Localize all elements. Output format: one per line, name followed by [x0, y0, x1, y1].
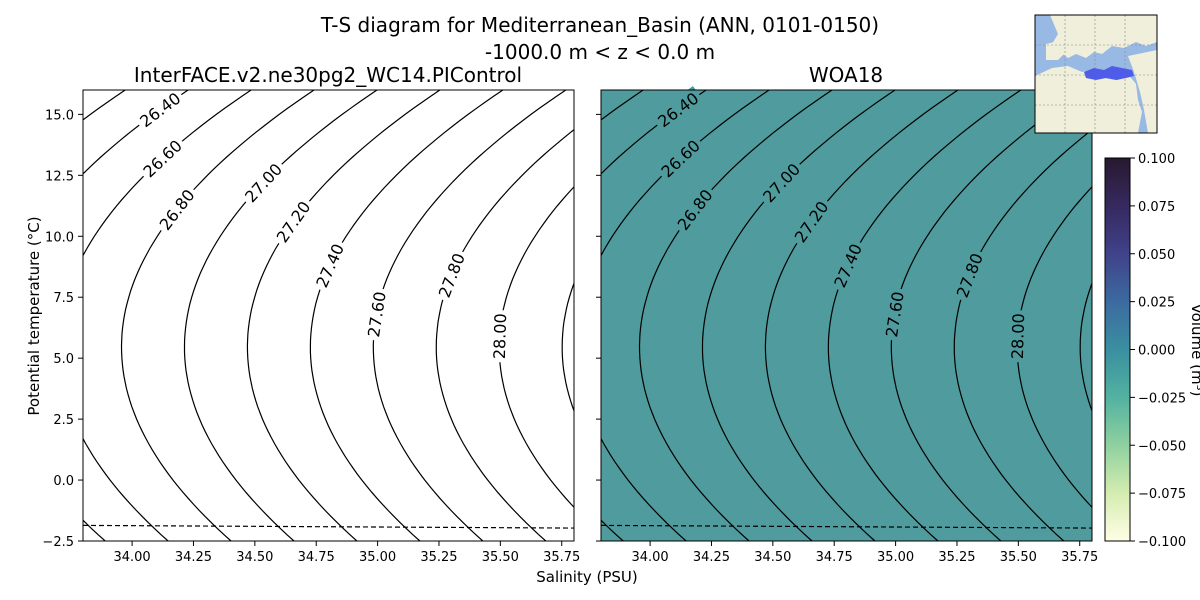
contour-label-bg: [152, 182, 201, 237]
left-axis-ticks: 34.00 34.25 34.50 34.75 35.00 35.25 35.50 35.75…: [42, 108, 580, 565]
figure-subtitle: -1000.0 m < z < 0.0 m: [485, 40, 715, 64]
right-panel: 26.4026.6026.8027.0027.2027.4027.6027.80…: [596, 85, 1098, 565]
y-tick-label: 15.0: [45, 108, 74, 123]
density-contour-26.80: [638, 90, 834, 541]
map-land: [1035, 15, 1157, 133]
contour-label-bg: [270, 194, 317, 249]
contour-label-bg: [310, 237, 350, 294]
map-land-europe: [1050, 15, 1157, 58]
map-mediterranean-region: [1084, 66, 1134, 80]
right-axis-ticks: 34.00 34.25 34.50 34.75 35.00 35.25 35.50 35.75: [596, 113, 1098, 565]
contour-label-text: 28.00: [1008, 313, 1028, 359]
density-contour-27.00: [701, 90, 897, 541]
density-contour-26.80: [120, 90, 316, 541]
x-tick-label: 34.75: [816, 550, 853, 565]
map-frame: [1034, 14, 1158, 134]
contour-label-bg: [880, 287, 909, 342]
contour-label-bg: [432, 247, 470, 304]
x-tick-label: 34.25: [175, 550, 212, 565]
contour-label-bg: [950, 247, 988, 304]
x-tick-label: 34.75: [298, 550, 335, 565]
density-contour-27.20: [764, 90, 959, 541]
density-contour-28.20: [1079, 281, 1092, 413]
y-tick-label: 7.5: [53, 291, 74, 306]
density-contour-27.20: [246, 90, 441, 541]
colorbar-ticks: 0.100 0.075 0.050 0.025 0.000 −0.025 −0.050 −0.…: [1130, 152, 1186, 550]
right-density-contours: [601, 90, 1092, 541]
contour-label-bg: [756, 156, 807, 209]
colorbar-tick-label: 0.000: [1138, 344, 1175, 359]
figure-title: T-S diagram for Mediterranean_Basin (ANN…: [320, 13, 879, 37]
colorbar-label: Volume (m³): [1188, 304, 1200, 397]
contour-label-bg: [651, 85, 705, 134]
x-tick-label: 35.50: [482, 550, 519, 565]
colorbar: 0.100 0.075 0.050 0.025 0.000 −0.025 −0.050 −0.…: [1104, 152, 1200, 550]
colorbar-tick-label: 0.075: [1138, 200, 1175, 215]
contour-label-28.00: 28.00: [1006, 309, 1029, 363]
x-tick-label: 35.25: [938, 550, 975, 565]
left-panel-frame: [82, 89, 575, 542]
contour-label-bg: [136, 133, 189, 184]
y-tick-label: −2.5: [42, 535, 74, 550]
y-axis-label: Potential temperature (°C): [25, 216, 43, 415]
contour-label-bg: [654, 133, 707, 184]
colorbar-tick-label: −0.025: [1138, 391, 1186, 406]
right-panel-frame: [600, 89, 1093, 542]
x-tick-label: 34.00: [113, 550, 150, 565]
density-contour-27.80: [953, 128, 1092, 541]
y-tick-label: 0.0: [53, 474, 74, 489]
colorbar-tick-label: −0.050: [1138, 439, 1186, 454]
left-panel: 26.4026.6026.8027.0027.2027.4027.6027.80…: [42, 85, 580, 565]
contour-label-bg: [1006, 309, 1029, 363]
y-tick-label: 2.5: [53, 413, 74, 428]
colorbar-tick-label: 0.025: [1138, 296, 1175, 311]
inset-region-map: [1034, 14, 1158, 134]
x-tick-label: 34.50: [236, 550, 273, 565]
x-axis-label: Salinity (PSU): [536, 568, 638, 586]
colorbar-tick-label: 0.100: [1138, 152, 1175, 167]
right-panel-title: WOA18: [809, 63, 883, 87]
x-tick-label: 34.50: [754, 550, 791, 565]
y-tick-label: 5.0: [53, 352, 74, 367]
map-land-africa: [1035, 66, 1142, 133]
y-tick-label: 10.0: [45, 230, 74, 245]
contour-label-text: 28.00: [490, 313, 510, 359]
density-contour-26.40: [83, 90, 190, 541]
contour-label-bg: [670, 182, 719, 237]
x-tick-label: 34.00: [631, 550, 668, 565]
x-tick-label: 35.75: [1061, 550, 1098, 565]
colorbar-tick-label: 0.050: [1138, 248, 1175, 263]
x-tick-label: 35.00: [359, 550, 396, 565]
density-contour-27.40: [309, 90, 504, 541]
density-contour-26.40: [601, 90, 708, 541]
x-tick-label: 35.50: [1000, 550, 1037, 565]
contour-label-28.00: 28.00: [488, 309, 511, 363]
contour-label-bg: [488, 309, 511, 363]
contour-label-bg: [828, 237, 868, 294]
colorbar-gradient: [1104, 157, 1131, 542]
contour-label-bg: [238, 156, 289, 209]
colorbar-tick-label: −0.075: [1138, 487, 1186, 502]
left-panel-title: InterFACE.v2.ne30pg2_WC14.PIControl: [134, 63, 522, 87]
x-tick-label: 35.00: [877, 550, 914, 565]
map-land-middle-east: [1128, 50, 1157, 133]
colorbar-tick-label: −0.100: [1138, 535, 1186, 550]
freezing-point-line: [83, 524, 574, 529]
density-contour-27.40: [827, 90, 1022, 541]
contour-label-bg: [133, 85, 187, 134]
x-tick-label: 35.75: [543, 550, 580, 565]
contour-label-bg: [362, 287, 391, 342]
contour-label-bg: [788, 194, 835, 249]
x-tick-label: 35.25: [420, 550, 457, 565]
y-tick-label: 12.5: [45, 169, 74, 184]
x-tick-label: 34.25: [693, 550, 730, 565]
density-contour-27.80: [435, 128, 574, 541]
density-contour-28.20: [561, 281, 574, 413]
density-contour-27.00: [183, 90, 379, 541]
freezing-point-line: [601, 524, 1092, 529]
